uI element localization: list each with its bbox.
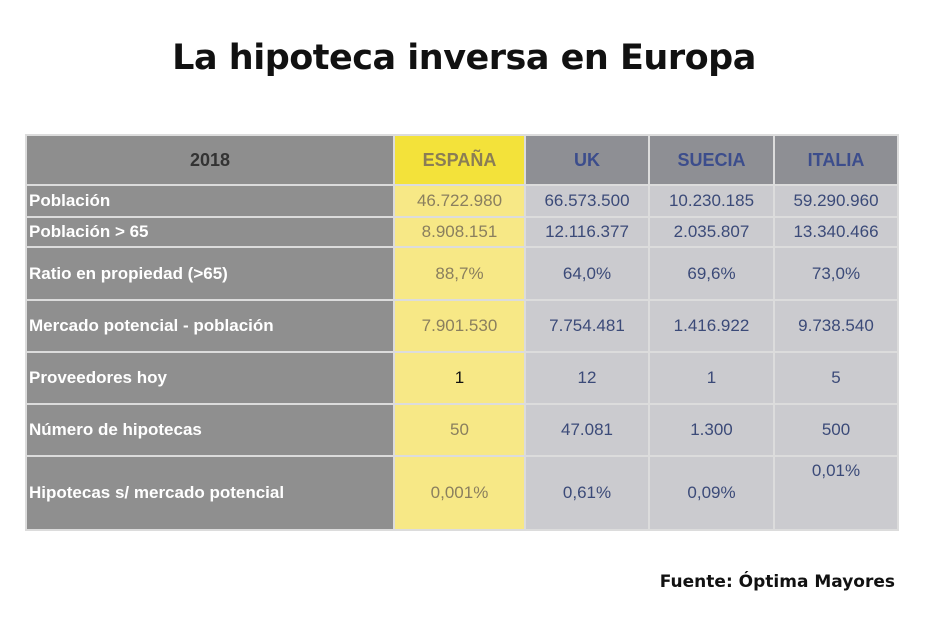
table-cell: 1.416.922 — [648, 299, 775, 353]
header-uk: UK — [524, 134, 650, 186]
table-cell: 7.754.481 — [524, 299, 650, 353]
header-suecia: SUECIA — [648, 134, 775, 186]
table-cell: 1.300 — [648, 403, 775, 457]
source-note: Fuente: Óptima Mayores — [659, 572, 895, 592]
row-label: Ratio en propiedad (>65) — [25, 246, 395, 301]
table-cell: 12 — [524, 351, 650, 405]
table-row: Mercado potencial - población 7.901.530 7.… — [25, 299, 899, 353]
table-row: Proveedores hoy 1 12 1 5 — [25, 351, 899, 405]
table-row: Población > 65 8.908.151 12.116.377 2.035.8… — [25, 216, 899, 248]
table-cell: 1 — [393, 351, 526, 405]
comparison-table: 2018 ESPAÑA UK SUECIA ITALIA Población 46… — [25, 134, 899, 531]
table-cell: 1 — [648, 351, 775, 405]
header-espana: ESPAÑA — [393, 134, 526, 186]
table-row: Hipotecas s/ mercado potencial 0,001% 0,61… — [25, 455, 899, 531]
page-title: La hipoteca inversa en Europa — [172, 38, 756, 78]
row-label: Población — [25, 184, 395, 218]
table-cell: 12.116.377 — [524, 216, 650, 248]
table-cell: 10.230.185 — [648, 184, 775, 218]
table-cell: 0,01% — [773, 455, 899, 531]
header-year: 2018 — [25, 134, 395, 186]
table-cell: 2.035.807 — [648, 216, 775, 248]
header-row: 2018 ESPAÑA UK SUECIA ITALIA — [25, 134, 899, 186]
table-cell: 64,0% — [524, 246, 650, 301]
table-cell: 0,001% — [393, 455, 526, 531]
table-cell: 69,6% — [648, 246, 775, 301]
table-cell: 66.573.500 — [524, 184, 650, 218]
header-italia: ITALIA — [773, 134, 899, 186]
row-label: Proveedores hoy — [25, 351, 395, 405]
table-cell: 5 — [773, 351, 899, 405]
table-cell: 9.738.540 — [773, 299, 899, 353]
table-cell: 88,7% — [393, 246, 526, 301]
table-cell: 50 — [393, 403, 526, 457]
table-row: Número de hipotecas 50 47.081 1.300 500 — [25, 403, 899, 457]
table-cell: 0,61% — [524, 455, 650, 531]
row-label: Número de hipotecas — [25, 403, 395, 457]
table-cell: 7.901.530 — [393, 299, 526, 353]
table-cell: 47.081 — [524, 403, 650, 457]
table-cell: 46.722.980 — [393, 184, 526, 218]
table-cell: 73,0% — [773, 246, 899, 301]
table-cell: 13.340.466 — [773, 216, 899, 248]
table-cell: 500 — [773, 403, 899, 457]
table-row: Población 46.722.980 66.573.500 10.230.185 5… — [25, 184, 899, 218]
row-label: Población > 65 — [25, 216, 395, 248]
table-row: Ratio en propiedad (>65) 88,7% 64,0% 69,6% 7… — [25, 246, 899, 301]
row-label: Hipotecas s/ mercado potencial — [25, 455, 395, 531]
row-label: Mercado potencial - población — [25, 299, 395, 353]
table-cell: 0,09% — [648, 455, 775, 531]
table-cell: 8.908.151 — [393, 216, 526, 248]
table-cell: 59.290.960 — [773, 184, 899, 218]
